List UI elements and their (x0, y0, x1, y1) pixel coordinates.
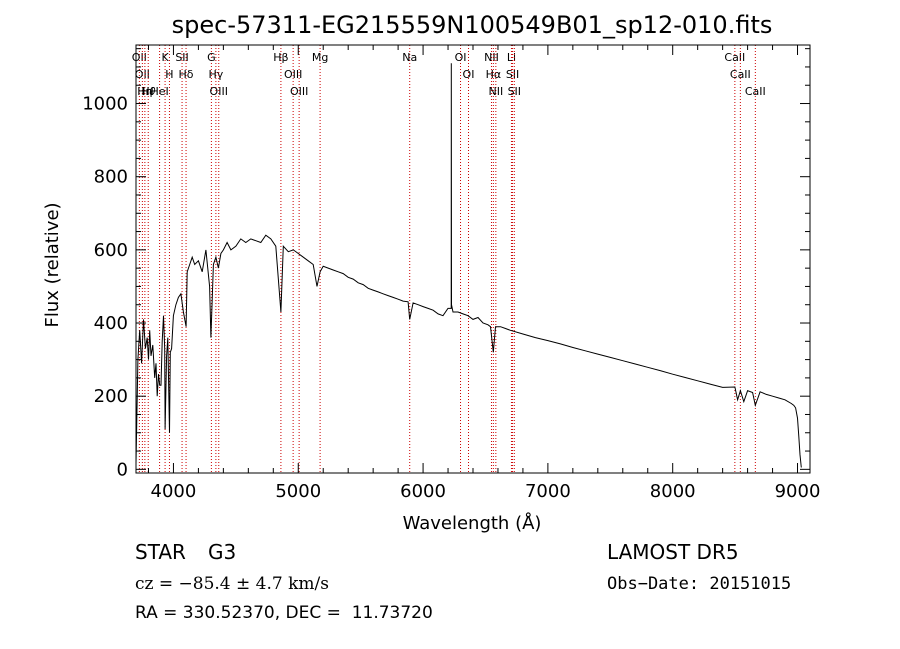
object-subclass: G3 (208, 540, 237, 564)
y-tick-label: 1000 (82, 94, 128, 115)
line-marker-label: H (165, 68, 173, 81)
line-marker-label: NII (488, 85, 503, 98)
y-tick-label: 0 (117, 459, 128, 480)
line-marker-label: SII (508, 85, 521, 98)
y-tick-label: 800 (94, 167, 128, 188)
line-marker-label: Hα (486, 68, 502, 81)
x-tick-label: 4000 (151, 481, 197, 502)
axes: 4000 5000 6000 7000 8000 9000 0 200 400 600 800 100… (82, 44, 821, 502)
line-marker-label: CaII (745, 85, 766, 98)
y-tick-label: 400 (94, 313, 128, 334)
spectrum-line (135, 63, 802, 468)
plot-frame (135, 44, 811, 474)
line-marker-label: Hγ (208, 68, 223, 81)
line-marker-label: SII (506, 68, 519, 81)
line-marker-label: G (207, 51, 216, 64)
x-tick-label: 7000 (525, 481, 571, 502)
x-tick-label: 6000 (400, 481, 446, 502)
line-marker-label: K (161, 51, 169, 64)
x-axis-label: Wavelength (Å) (403, 512, 542, 534)
line-marker-label: SII (175, 51, 188, 64)
observation-date: Obs−Date: 20151015 (607, 574, 792, 594)
line-marker-label: OI (463, 68, 475, 81)
line-marker-label: CaII (724, 51, 745, 64)
line-marker-label: OIII (210, 85, 228, 98)
line-marker-label: Na (402, 51, 417, 64)
redshift-velocity: cz = −85.4 ± 4.7 km/s (135, 574, 329, 594)
line-marker-label: OI (455, 51, 467, 64)
y-tick-label: 600 (94, 240, 128, 261)
line-marker-label: Hδ (179, 68, 194, 81)
x-tick-label: 8000 (650, 481, 696, 502)
line-marker-label: NII (484, 51, 499, 64)
x-tick-label: 5000 (275, 481, 321, 502)
line-marker-label: Hβ (273, 51, 288, 64)
survey-name: LAMOST DR5 (607, 540, 739, 564)
line-marker-label: Hη (137, 85, 152, 98)
line-marker-label: H𝜃 (141, 85, 155, 98)
sky-coordinates: RA = 330.52370, DEC = 11.73720 (135, 603, 433, 623)
line-marker-label: CaII (730, 68, 751, 81)
chart-title: spec-57311-EG215559N100549B01_sp12-010.f… (172, 11, 773, 39)
y-axis-label: Flux (relative) (42, 202, 63, 327)
line-marker-label: OIII (284, 68, 302, 81)
series-layer (135, 63, 802, 468)
y-tick-label: 200 (94, 386, 128, 407)
object-class: STAR (135, 540, 186, 564)
line-marker-label: HeI (150, 85, 168, 98)
line-marker-label: Li (507, 51, 516, 64)
line-marker-label: Mg (312, 51, 328, 64)
x-tick-label: 9000 (775, 481, 821, 502)
line-marker-label: OII (135, 68, 150, 81)
line-marker-label: OIII (290, 85, 308, 98)
